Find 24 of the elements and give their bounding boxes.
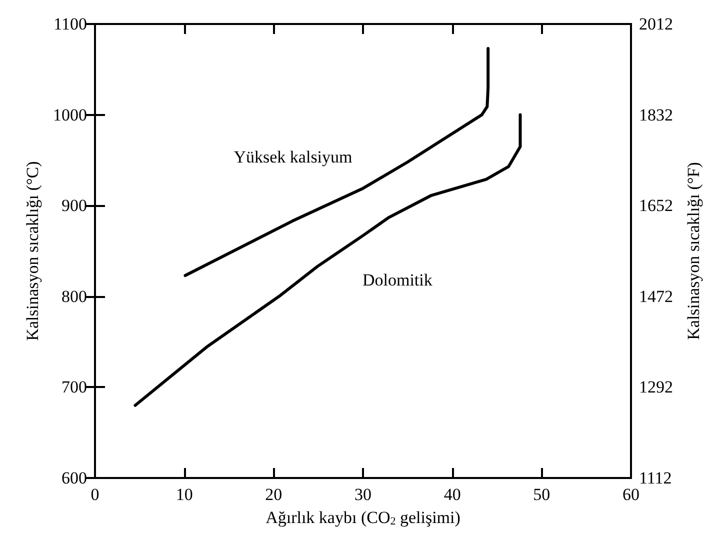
x-tick-label: 40 <box>444 485 461 504</box>
y-tick-label: 700 <box>62 378 87 397</box>
y2-tick-label: 2012 <box>639 14 673 34</box>
y2-tick-label: 1472 <box>639 286 673 306</box>
x-tick-label: 20 <box>265 485 282 504</box>
y-axis-title: Kalsinasyon sıcaklığı (°C) <box>23 161 42 341</box>
y2-tick-label: 1292 <box>639 378 673 397</box>
y-tick-label: 800 <box>62 286 87 306</box>
y2-tick-label: 1112 <box>639 468 672 488</box>
y-tick-label: 600 <box>62 468 87 488</box>
line-series <box>134 113 522 407</box>
y2-axis-title: Kalsinasyon sıcaklığı (°F) <box>684 162 703 340</box>
x-tick-label: 50 <box>533 485 550 504</box>
x-tick-label: 10 <box>176 485 193 504</box>
x-tick-label: 60 <box>622 485 640 504</box>
x-tick-label: 0 <box>90 485 100 504</box>
y-tick-label: 1100 <box>54 14 87 34</box>
y2-tick-label: 1832 <box>639 105 673 124</box>
y2-tick-label: 1652 <box>639 196 673 216</box>
y-tick-label: 900 <box>62 196 87 216</box>
y-tick-label: 1000 <box>53 105 87 124</box>
x-tick-label: 30 <box>354 485 372 504</box>
series-label: Yüksek kalsiyum <box>234 147 352 166</box>
series-label: Dolomitik <box>362 270 433 290</box>
